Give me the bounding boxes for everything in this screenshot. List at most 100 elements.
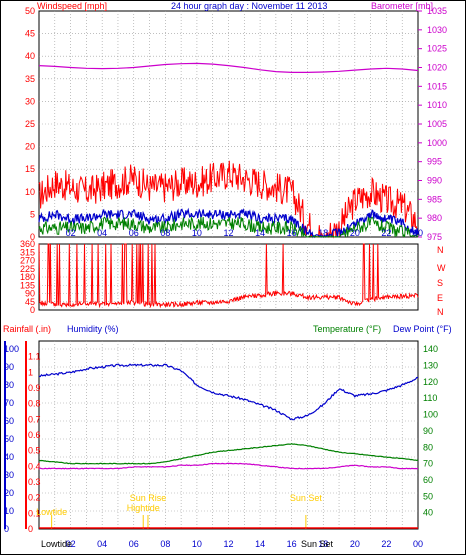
hour-tick-label: 20	[350, 539, 360, 549]
humidity-tick-label: 30	[4, 470, 14, 480]
hour-tick-label: 00	[413, 539, 423, 549]
windspeed-axis: 0 5 10 15 20 25 30 35 40 45 50	[25, 6, 35, 242]
windspeed-tick-label: 20	[25, 142, 35, 152]
hour-tick-label: 14	[255, 228, 265, 238]
hour-tick-label: 12	[223, 228, 233, 238]
rainfall-tick-label: 0.2	[28, 493, 41, 503]
windspeed-tick-label: 45	[25, 29, 35, 39]
humidity-axis: 0 10 20 30 40 50 60 70 80 90 100	[4, 344, 19, 534]
hour-tick-label: 18	[318, 228, 328, 238]
rainfall-label: Rainfall (.in)	[3, 324, 51, 334]
windspeed-label: Windspeed [mph]	[37, 1, 107, 11]
direction-tick-label: 45	[25, 297, 35, 307]
hour-tick-label: 00	[413, 228, 423, 238]
temperature-line	[38, 443, 419, 465]
humidity-tick-label: 50	[4, 434, 14, 444]
windspeed-gust-line	[38, 160, 419, 239]
temperature-tick-label: 120	[423, 377, 438, 387]
rainfall-tick-label: 0.6	[28, 430, 41, 440]
windspeed-tick-label: 50	[25, 6, 35, 16]
humidity-tick-label: 20	[4, 488, 14, 498]
windspeed-tick-label: 25	[25, 119, 35, 129]
windspeed-tick-label: 30	[25, 96, 35, 106]
barometer-tick-label: 985	[427, 194, 442, 204]
hour-tick-label: 08	[160, 539, 170, 549]
temperature-tick-label: 100	[423, 410, 438, 420]
rainfall-tick-label: 0.3	[28, 477, 41, 487]
compass-letter: S	[437, 278, 443, 288]
windspeed-tick-label: 40	[25, 51, 35, 61]
rainfall-axis: 0 0.1 0.2 0.3 0.4 0.5 0.6 0.7 0.8 0.9 1 1.1	[28, 352, 41, 534]
hour-tick-label: 04	[97, 539, 107, 549]
wind-panel-hour-axis: 02 04 06 08 10 12 14 16 18 20 22 00	[66, 228, 423, 238]
windspeed-low-line	[38, 216, 419, 239]
compass-letter: W	[437, 263, 446, 273]
humidity-tick-label: 80	[4, 380, 14, 390]
windspeed-tick-label: 15	[25, 164, 35, 174]
direction-tick-label: 315	[20, 247, 35, 257]
humidity-label: Humidity (%)	[67, 324, 119, 334]
humidity-panel-series	[38, 363, 419, 529]
barometer-tick-label: 1010	[427, 100, 447, 110]
barometer-tick-label: 1035	[427, 6, 447, 16]
wind-panel-series	[38, 62, 419, 239]
direction-tick-label: 0	[30, 305, 35, 315]
rainfall-tick-label: 0.1	[28, 508, 41, 518]
rainfall-tick-label: 0.5	[28, 446, 41, 456]
direction-tick-label: 270	[20, 256, 35, 266]
hour-tick-label: 14	[255, 539, 265, 549]
compass-letter: N	[437, 307, 444, 317]
compass-letter: E	[437, 293, 443, 303]
barometer-axis: 975 980 985 990 995 1000 1005 1010 1015 1020 1025 1…	[418, 6, 447, 242]
barometer-tick-label: 980	[427, 213, 442, 223]
windspeed-tick-label: 10	[25, 187, 35, 197]
barometer-tick-label: 1025	[427, 44, 447, 54]
hour-tick-label: 22	[381, 539, 391, 549]
compass-letter: N	[437, 245, 444, 255]
rainfall-tick-label: 0.7	[28, 414, 41, 424]
rainfall-tick-label: 1.1	[28, 352, 41, 362]
temperature-tick-label: 60	[423, 475, 433, 485]
windspeed-tick-label: 0	[30, 232, 35, 242]
humidity-tick-label: 60	[4, 416, 14, 426]
humidity-tick-label: 100	[4, 344, 19, 354]
dewpoint-line	[38, 462, 419, 470]
barometer-tick-label: 1020	[427, 63, 447, 73]
direction-tick-label: 360	[20, 239, 35, 249]
temperature-tick-label: 130	[423, 361, 438, 371]
hour-tick-label: 16	[287, 539, 297, 549]
wind-direction-line	[38, 243, 419, 309]
bottom-lowtide-label: Lowtide	[41, 539, 72, 549]
event-label: Sun Rise	[130, 493, 167, 503]
hour-tick-label: 06	[129, 539, 139, 549]
humidity-tick-label: 10	[4, 506, 14, 516]
barometer-tick-label: 1030	[427, 25, 447, 35]
temperature-label: Temperature (°F)	[313, 324, 381, 334]
windspeed-average-line	[38, 207, 419, 239]
humidity-tick-label: 70	[4, 398, 14, 408]
hour-tick-label: 18	[318, 539, 328, 549]
rainfall-tick-label: 0.8	[28, 399, 41, 409]
barometer-tick-label: 1005	[427, 119, 447, 129]
temperature-tick-label: 40	[423, 508, 433, 518]
hour-tick-label: 12	[223, 539, 233, 549]
hour-tick-label: 10	[192, 539, 202, 549]
barometer-tick-label: 995	[427, 157, 442, 167]
dewpoint-label: Dew Point (°F)	[393, 324, 452, 334]
hour-tick-label: 16	[287, 228, 297, 238]
temperature-axis: 40 50 60 70 80 90 100 110 120 130 140	[423, 344, 438, 517]
temperature-tick-label: 110	[423, 393, 437, 403]
humidity-line	[38, 363, 419, 421]
temperature-tick-label: 80	[423, 442, 433, 452]
hour-tick-label: 20	[350, 228, 360, 238]
direction-tick-label: 180	[20, 272, 35, 282]
temperature-tick-label: 90	[423, 426, 433, 436]
humidity-panel-grid	[39, 341, 418, 529]
barometer-tick-label: 1000	[427, 138, 447, 148]
rainfall-tick-label: 0	[28, 524, 33, 534]
hour-tick-label: 22	[381, 228, 391, 238]
barometer-tick-label: 990	[427, 176, 442, 186]
hour-tick-label: 06	[129, 228, 139, 238]
barometer-tick-label: 975	[427, 232, 442, 242]
